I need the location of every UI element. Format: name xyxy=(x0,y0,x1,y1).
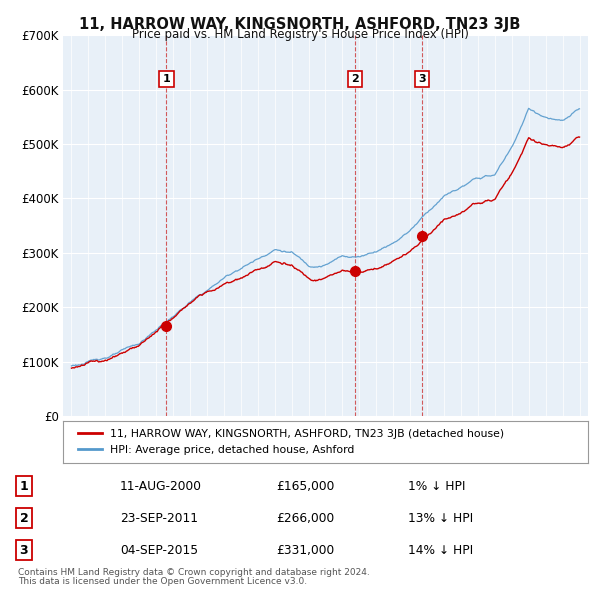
Text: 1: 1 xyxy=(163,74,170,84)
Text: 1: 1 xyxy=(20,480,28,493)
Text: 1% ↓ HPI: 1% ↓ HPI xyxy=(408,480,466,493)
Text: 04-SEP-2015: 04-SEP-2015 xyxy=(120,544,198,557)
Text: 3: 3 xyxy=(20,544,28,557)
Text: 3: 3 xyxy=(418,74,425,84)
Legend: 11, HARROW WAY, KINGSNORTH, ASHFORD, TN23 3JB (detached house), HPI: Average pri: 11, HARROW WAY, KINGSNORTH, ASHFORD, TN2… xyxy=(74,425,509,459)
Text: 14% ↓ HPI: 14% ↓ HPI xyxy=(408,544,473,557)
Text: £266,000: £266,000 xyxy=(276,512,334,525)
Text: £165,000: £165,000 xyxy=(276,480,334,493)
Text: 11, HARROW WAY, KINGSNORTH, ASHFORD, TN23 3JB: 11, HARROW WAY, KINGSNORTH, ASHFORD, TN2… xyxy=(79,17,521,31)
Text: £331,000: £331,000 xyxy=(276,544,334,557)
Text: 2: 2 xyxy=(20,512,28,525)
Text: 13% ↓ HPI: 13% ↓ HPI xyxy=(408,512,473,525)
Text: 2: 2 xyxy=(351,74,359,84)
Text: Contains HM Land Registry data © Crown copyright and database right 2024.: Contains HM Land Registry data © Crown c… xyxy=(18,568,370,576)
Text: 23-SEP-2011: 23-SEP-2011 xyxy=(120,512,198,525)
Text: Price paid vs. HM Land Registry's House Price Index (HPI): Price paid vs. HM Land Registry's House … xyxy=(131,28,469,41)
Text: 11-AUG-2000: 11-AUG-2000 xyxy=(120,480,202,493)
Text: This data is licensed under the Open Government Licence v3.0.: This data is licensed under the Open Gov… xyxy=(18,577,307,586)
